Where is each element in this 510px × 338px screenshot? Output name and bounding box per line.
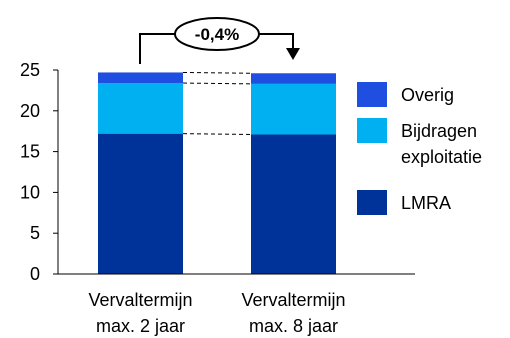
connector-line [182,71,252,74]
change-arrow-path [139,33,294,64]
y-tick-label: 20 [20,101,40,121]
connector-line [182,82,252,85]
bar-segment-bijdragen-exploitatie [98,83,183,134]
x-tick-label: max. 2 jaar [96,316,185,336]
bar-segment-lmra [98,133,183,274]
legend-swatch [357,190,387,215]
legend-label: Bijdragen [401,121,477,141]
bar-segment-overig [98,72,183,84]
bar-segment-bijdragen-exploitatie [251,83,336,135]
y-tick-label: 10 [20,182,40,202]
legend: Overig Bijdragen exploitatie LMRA [357,82,482,215]
y-tick-label: 15 [20,142,40,162]
y-tick-label: 5 [30,223,40,243]
x-tick-label: Vervaltermijn [88,290,192,310]
legend-label: Overig [401,85,454,105]
bar-connector-lines [182,71,252,135]
y-axis-ticks: 0 5 10 15 20 25 [20,60,58,284]
legend-swatch [357,118,387,143]
change-badge [174,17,260,51]
bar-segments [98,72,336,274]
change-label: -0,4% [195,25,239,44]
bar-segment-lmra [251,134,336,274]
legend-swatch [357,82,387,107]
legend-label: LMRA [401,193,451,213]
x-tick-label: Vervaltermijn [241,290,345,310]
legend-label: exploitatie [401,147,482,167]
x-axis-labels: Vervaltermijn max. 2 jaar Vervaltermijn max… [88,290,345,336]
y-tick-label: 25 [20,60,40,80]
y-tick-label: 0 [30,264,40,284]
bar-segment-overig [251,73,336,84]
connector-line [182,133,252,135]
x-tick-label: max. 8 jaar [249,316,338,336]
change-annotation: -0,4% [139,17,300,64]
change-arrow-head [286,48,300,60]
